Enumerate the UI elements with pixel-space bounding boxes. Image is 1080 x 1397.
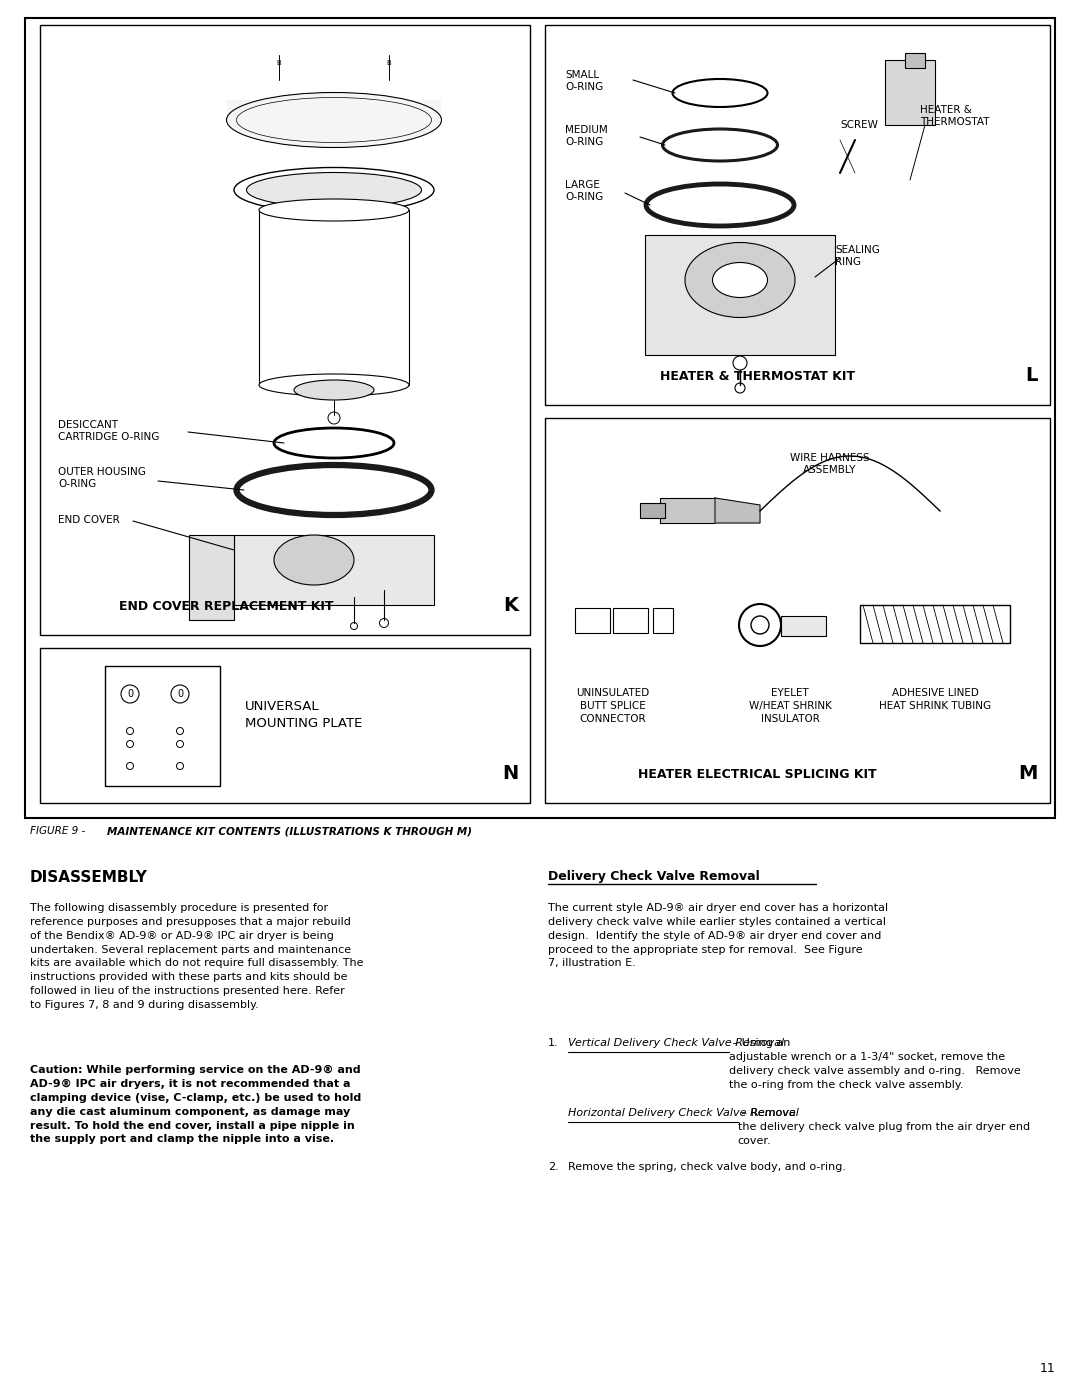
Text: – Using an
adjustable wrench or a 1-3/4" socket, remove the
delivery check valve: – Using an adjustable wrench or a 1-3/4"… xyxy=(729,1038,1021,1090)
Ellipse shape xyxy=(379,619,389,627)
Ellipse shape xyxy=(646,184,794,226)
Ellipse shape xyxy=(662,129,778,161)
Text: UNIVERSAL
MOUNTING PLATE: UNIVERSAL MOUNTING PLATE xyxy=(245,700,363,731)
Bar xyxy=(105,666,220,787)
Text: DISASSEMBLY: DISASSEMBLY xyxy=(30,870,148,886)
Bar xyxy=(645,235,835,355)
Text: MEDIUM
O-RING: MEDIUM O-RING xyxy=(565,124,608,147)
Bar xyxy=(40,648,530,803)
Text: HEATER &
THERMOSTAT: HEATER & THERMOSTAT xyxy=(920,105,989,127)
Ellipse shape xyxy=(237,98,432,142)
Text: M: M xyxy=(1018,764,1038,782)
Ellipse shape xyxy=(735,383,745,393)
Text: 2.: 2. xyxy=(548,1162,558,1172)
Bar xyxy=(189,535,234,620)
Bar xyxy=(40,25,530,636)
Ellipse shape xyxy=(294,380,374,400)
Ellipse shape xyxy=(751,616,769,634)
Ellipse shape xyxy=(176,763,184,770)
Ellipse shape xyxy=(351,623,357,630)
Text: END COVER REPLACEMENT KIT: END COVER REPLACEMENT KIT xyxy=(119,599,334,613)
Ellipse shape xyxy=(328,412,340,425)
Text: WIRE HARNESS
ASSEMBLY: WIRE HARNESS ASSEMBLY xyxy=(791,453,869,475)
Bar xyxy=(660,497,715,522)
Bar xyxy=(545,418,1050,803)
Text: The following disassembly procedure is presented for
reference purposes and pres: The following disassembly procedure is p… xyxy=(30,902,364,1010)
Text: MAINTENANCE KIT CONTENTS (ILLUSTRATIONS K THROUGH M): MAINTENANCE KIT CONTENTS (ILLUSTRATIONS … xyxy=(107,826,472,835)
Text: HEATER ELECTRICAL SPLICING KIT: HEATER ELECTRICAL SPLICING KIT xyxy=(638,768,876,781)
Text: Caution: While performing service on the AD-9® and
AD-9® IPC air dryers, it is n: Caution: While performing service on the… xyxy=(30,1065,361,1144)
Text: END COVER: END COVER xyxy=(58,515,120,525)
Ellipse shape xyxy=(126,763,134,770)
Ellipse shape xyxy=(237,465,432,515)
Text: SMALL
O-RING: SMALL O-RING xyxy=(565,70,604,92)
Ellipse shape xyxy=(739,604,781,645)
Bar xyxy=(227,101,441,120)
Text: 0: 0 xyxy=(127,689,133,698)
Text: B: B xyxy=(387,60,391,66)
Ellipse shape xyxy=(227,92,442,148)
Text: 1.: 1. xyxy=(548,1038,558,1048)
Ellipse shape xyxy=(733,356,747,370)
Text: Horizontal Delivery Check Valve Removal: Horizontal Delivery Check Valve Removal xyxy=(568,1108,799,1118)
Text: LARGE
O-RING: LARGE O-RING xyxy=(565,180,604,201)
Bar xyxy=(25,18,1055,819)
Text: L: L xyxy=(1026,366,1038,386)
Ellipse shape xyxy=(673,80,768,108)
Text: K: K xyxy=(503,597,518,615)
Ellipse shape xyxy=(274,427,394,458)
Ellipse shape xyxy=(259,374,409,395)
Text: SCREW: SCREW xyxy=(840,120,878,130)
Ellipse shape xyxy=(259,198,409,221)
Bar xyxy=(860,605,1010,643)
Ellipse shape xyxy=(246,172,421,208)
Text: Remove the spring, check valve body, and o-ring.: Remove the spring, check valve body, and… xyxy=(568,1162,846,1172)
Ellipse shape xyxy=(126,728,134,735)
Ellipse shape xyxy=(126,740,134,747)
Bar xyxy=(781,616,826,636)
Bar xyxy=(640,503,665,518)
Text: ADHESIVE LINED
HEAT SHRINK TUBING: ADHESIVE LINED HEAT SHRINK TUBING xyxy=(879,687,991,711)
Bar xyxy=(259,210,409,386)
Bar xyxy=(653,608,673,633)
Text: DESICCANT
CARTRIDGE O-RING: DESICCANT CARTRIDGE O-RING xyxy=(58,420,160,441)
Bar xyxy=(234,535,434,605)
Ellipse shape xyxy=(176,728,184,735)
Text: EYELET
W/HEAT SHRINK
INSULATOR: EYELET W/HEAT SHRINK INSULATOR xyxy=(748,687,832,724)
Text: SEALING
RING: SEALING RING xyxy=(835,244,880,267)
Ellipse shape xyxy=(121,685,139,703)
Ellipse shape xyxy=(274,535,354,585)
Bar xyxy=(545,25,1050,405)
Text: FIGURE 9 -: FIGURE 9 - xyxy=(30,826,89,835)
Bar xyxy=(905,53,924,68)
Text: Delivery Check Valve Removal: Delivery Check Valve Removal xyxy=(548,870,759,883)
Text: B: B xyxy=(276,60,282,66)
Text: 0: 0 xyxy=(177,689,184,698)
Text: N: N xyxy=(502,764,518,782)
Text: – Remove
the delivery check valve plug from the air dryer end
cover.: – Remove the delivery check valve plug f… xyxy=(738,1108,1029,1146)
Text: 11: 11 xyxy=(1039,1362,1055,1375)
Text: Vertical Delivery Check Valve Removal: Vertical Delivery Check Valve Removal xyxy=(568,1038,784,1048)
Bar xyxy=(575,608,610,633)
Bar xyxy=(613,608,648,633)
Text: UNINSULATED
BUTT SPLICE
CONNECTOR: UNINSULATED BUTT SPLICE CONNECTOR xyxy=(577,687,650,724)
Ellipse shape xyxy=(713,263,768,298)
Ellipse shape xyxy=(685,243,795,317)
Ellipse shape xyxy=(171,685,189,703)
Ellipse shape xyxy=(234,168,434,212)
Polygon shape xyxy=(715,497,760,522)
Ellipse shape xyxy=(176,740,184,747)
Bar xyxy=(885,60,935,124)
Text: OUTER HOUSING
O-RING: OUTER HOUSING O-RING xyxy=(58,467,146,489)
Text: The current style AD-9® air dryer end cover has a horizontal
delivery check valv: The current style AD-9® air dryer end co… xyxy=(548,902,888,968)
Text: HEATER & THERMOSTAT KIT: HEATER & THERMOSTAT KIT xyxy=(660,370,854,383)
